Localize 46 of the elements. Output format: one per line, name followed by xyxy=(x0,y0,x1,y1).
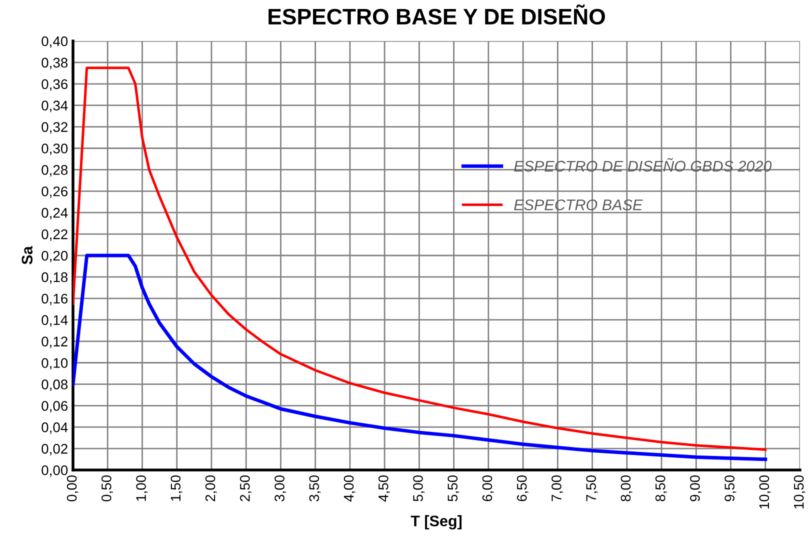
y-tick-label: 0,30 xyxy=(42,144,68,156)
x-tick-label: 0,50 xyxy=(102,475,113,502)
y-tick-label: 0,10 xyxy=(42,358,68,370)
y-tick-label: 0,36 xyxy=(42,79,68,91)
y-tick-label: 0,26 xyxy=(42,186,68,198)
y-tick-label: 0,04 xyxy=(42,422,68,434)
y-tick-label: 0,38 xyxy=(42,58,68,70)
y-tick-label: 0,14 xyxy=(42,315,68,327)
x-tick-label: 1,50 xyxy=(170,475,182,501)
x-tick-label: 9,00 xyxy=(690,475,702,502)
x-axis-title: T [Seg] xyxy=(410,515,462,530)
x-tick-label: 10,00 xyxy=(759,475,771,509)
y-tick-label: 0,28 xyxy=(42,165,68,177)
x-tick-label: 4,00 xyxy=(344,475,356,502)
x-tick-label: 8,00 xyxy=(620,475,632,502)
y-tick-label: 0,20 xyxy=(42,250,68,262)
y-tick-label: 0,02 xyxy=(42,444,68,456)
y-tick-label: 0,40 xyxy=(42,36,68,48)
x-tick-label: 1,00 xyxy=(136,475,148,501)
y-axis-title: Sa xyxy=(22,246,33,264)
x-tick-label: 8,50 xyxy=(655,475,667,502)
x-tick-label: 9,50 xyxy=(724,475,736,502)
x-tick-label: 6,50 xyxy=(516,475,528,502)
y-tick-label: 0,24 xyxy=(42,208,68,220)
y-tick-label: 0,16 xyxy=(42,294,68,306)
x-tick-label: 7,50 xyxy=(586,475,598,502)
x-tick-label: 4,50 xyxy=(378,475,390,502)
y-tick-label: 0,34 xyxy=(42,100,68,112)
line-series xyxy=(73,254,768,462)
x-tick-label: 2,00 xyxy=(205,475,217,502)
x-tick-label: 10,50 xyxy=(794,475,806,509)
x-tick-label: 5,00 xyxy=(413,475,425,502)
x-tick-label: 3,50 xyxy=(309,475,321,502)
y-tick-label: 0,18 xyxy=(42,272,68,284)
y-tick-label: 0,08 xyxy=(42,380,68,392)
y-tick-label: 0,32 xyxy=(42,122,68,134)
y-tick-label: 0,00 xyxy=(42,465,68,477)
chart-title: ESPECTRO BASE Y DE DISEÑO xyxy=(268,4,605,25)
y-tick-label: 0,22 xyxy=(42,229,68,241)
x-tick-label: 5,50 xyxy=(448,475,460,502)
y-tick-label: 0,06 xyxy=(42,400,68,412)
x-tick-label: 2,50 xyxy=(240,475,252,502)
x-tick-label: 7,00 xyxy=(552,475,564,502)
x-tick-label: 3,00 xyxy=(274,475,286,502)
y-tick-label: 0,12 xyxy=(42,336,68,348)
x-tick-label: 6,00 xyxy=(482,475,494,502)
